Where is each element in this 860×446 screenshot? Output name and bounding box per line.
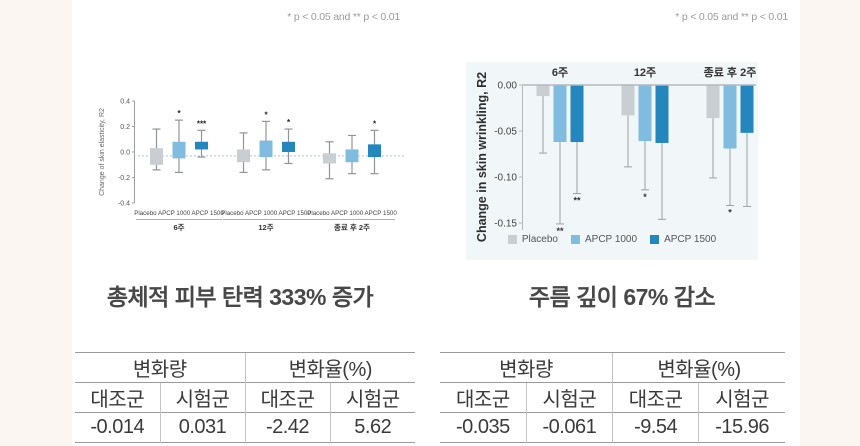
table-col-header: 시험군 bbox=[698, 382, 785, 413]
legend-label: Placebo bbox=[521, 234, 558, 245]
bar bbox=[740, 85, 754, 133]
x-series-labels: Placebo APCP 1000 APCP 1500 bbox=[134, 210, 224, 217]
elasticity-result-table: 변화량 변화율(%) 대조군 시험군 대조군 시험군 -0.014 0.031 … bbox=[75, 352, 415, 443]
table-value: 5.62 bbox=[329, 412, 415, 443]
y-tick-label: 0.2 bbox=[120, 124, 130, 131]
significance-marker: * bbox=[287, 118, 291, 127]
table-value: -2.42 bbox=[244, 412, 330, 443]
table-value: 0.031 bbox=[159, 412, 245, 443]
box bbox=[282, 141, 295, 152]
bar bbox=[655, 85, 669, 143]
significance-note-left: * p < 0.05 and ** p < 0.01 bbox=[287, 11, 400, 23]
table-col-header: 대조군 bbox=[611, 382, 699, 413]
page-left-margin bbox=[0, 0, 72, 446]
wrinkle-result-table: 변화량 변화율(%) 대조군 시험군 대조군 시험군 -0.035 -0.061… bbox=[440, 352, 785, 443]
table-value: -9.54 bbox=[611, 412, 699, 443]
table-value: -0.014 bbox=[75, 412, 160, 443]
legend-swatch bbox=[507, 235, 517, 244]
box bbox=[323, 153, 336, 164]
box bbox=[368, 144, 381, 158]
table-group-header-change: 변화량 bbox=[440, 352, 613, 383]
bar bbox=[570, 85, 584, 143]
box bbox=[150, 148, 163, 165]
box bbox=[259, 140, 273, 158]
wrinkle-bar-chart: Change in skin wrinkling, R2 6주 12주 종료 후 2주… bbox=[475, 65, 757, 242]
x-group-label: 12주 bbox=[634, 66, 656, 79]
y-tick-label: -0.05 bbox=[494, 127, 517, 138]
table-col-header: 시험군 bbox=[525, 382, 613, 413]
x-group-label: 종료 후 2주 bbox=[334, 222, 370, 232]
table-col-header: 대조군 bbox=[440, 382, 527, 413]
page-right-margin bbox=[800, 0, 860, 446]
significance-marker: * bbox=[643, 192, 647, 202]
y-tick-label: -0.2 bbox=[118, 175, 130, 182]
legend-label: APCP 1000 bbox=[584, 234, 638, 245]
legend-item-placebo: Placebo bbox=[507, 234, 558, 245]
significance-marker: * bbox=[177, 109, 181, 118]
x-series-labels: Placebo APCP 1000 APCP 1500 bbox=[307, 210, 397, 217]
legend-item-apcp-1500: APCP 1500 bbox=[650, 234, 716, 245]
significance-marker: * bbox=[373, 119, 377, 128]
y-axis-label: Change in skin wrinkling, R2 bbox=[475, 72, 489, 242]
table-col-header: 대조군 bbox=[75, 382, 160, 413]
y-tick-label: -0.4 bbox=[118, 201, 130, 208]
bar bbox=[536, 85, 550, 97]
table-value: -0.061 bbox=[525, 412, 613, 443]
legend-label: APCP 1500 bbox=[664, 234, 717, 245]
x-group-label: 종료 후 2주 bbox=[704, 65, 757, 79]
box bbox=[172, 141, 186, 159]
table-group-header-rate: 변화율(%) bbox=[612, 352, 785, 383]
table-group-header-change: 변화량 bbox=[75, 352, 245, 383]
table-value: -0.035 bbox=[440, 412, 527, 443]
bar bbox=[638, 85, 652, 142]
x-group-label: 12주 bbox=[258, 223, 273, 232]
table-col-header: 시험군 bbox=[329, 382, 415, 413]
y-tick-label: -0.15 bbox=[494, 219, 517, 230]
table-group-header-rate: 변화율(%) bbox=[244, 352, 415, 383]
wrinkle-chart-title: 주름 깊이 67% 감소 bbox=[528, 284, 716, 310]
box bbox=[237, 149, 250, 163]
bar bbox=[621, 85, 635, 116]
y-axis-label: Change of skin elasticity, R2 bbox=[99, 108, 106, 196]
significance-marker: * bbox=[728, 208, 732, 218]
y-tick-label: 0.0 bbox=[120, 150, 130, 157]
significance-marker: *** bbox=[197, 119, 207, 128]
bar bbox=[706, 85, 720, 119]
legend-item-apcp-1000: APCP 1000 bbox=[570, 234, 638, 245]
bar bbox=[553, 85, 567, 143]
x-series-labels: Placebo APCP 1000 APCP 1500 bbox=[221, 210, 311, 217]
table-col-header: 시험군 bbox=[159, 382, 245, 413]
significance-marker: * bbox=[264, 110, 268, 119]
x-group-label: 6주 bbox=[173, 223, 184, 232]
wrinkle-chart-legend: Placebo APCP 1000 APCP 1500 bbox=[466, 234, 758, 245]
bar bbox=[723, 85, 737, 149]
elasticity-chart-title: 총체적 피부 탄력 333% 증가 bbox=[106, 284, 374, 310]
y-tick-label: 0.4 bbox=[120, 99, 130, 106]
significance-marker: ** bbox=[573, 196, 581, 206]
elasticity-boxplot-chart: Change of skin elasticity, R2 0.4 0.2 0.0 -0… bbox=[99, 99, 406, 232]
box bbox=[195, 141, 208, 150]
table-value: -15.96 bbox=[698, 412, 785, 443]
legend-swatch bbox=[570, 235, 580, 244]
y-tick-label: 0.00 bbox=[498, 81, 518, 92]
significance-marker: ** bbox=[556, 226, 564, 236]
y-tick-label: -0.10 bbox=[494, 173, 517, 184]
significance-note-right: * p < 0.05 and ** p < 0.01 bbox=[675, 11, 788, 23]
table-col-header: 대조군 bbox=[244, 382, 330, 413]
box bbox=[345, 149, 359, 163]
x-group-label: 6주 bbox=[552, 66, 568, 79]
legend-swatch bbox=[650, 235, 660, 244]
